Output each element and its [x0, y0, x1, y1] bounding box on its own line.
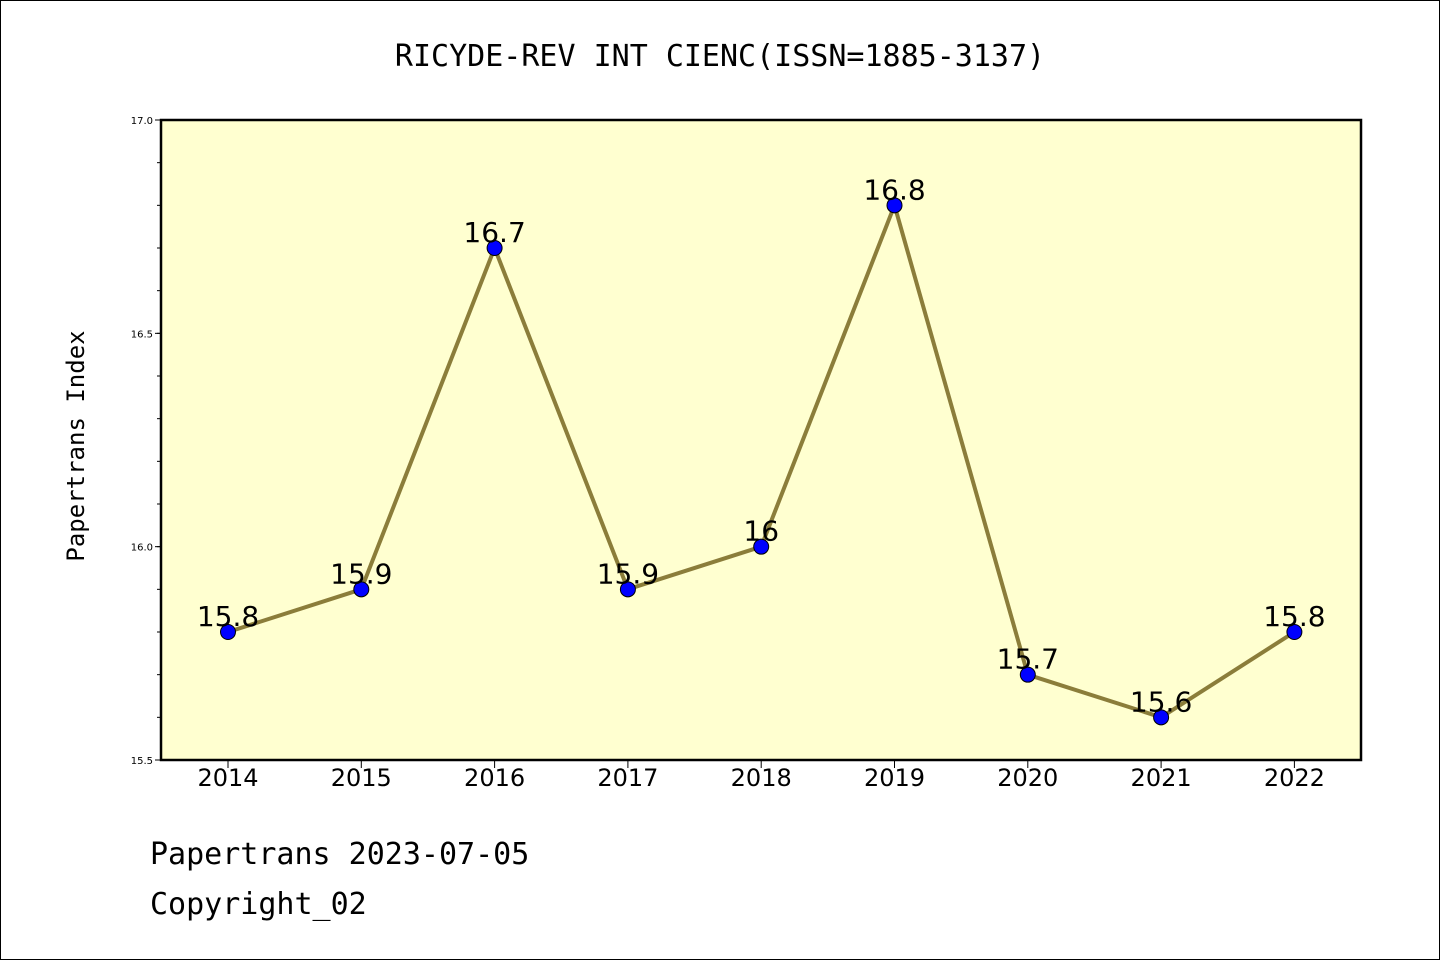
y-tick-label: 16.5 [131, 329, 153, 340]
y-tick-label: 17.0 [131, 116, 153, 127]
footer-copyright: Copyright_02 [150, 887, 367, 922]
data-label: 16.8 [863, 173, 925, 206]
x-tick-label: 2021 [1131, 764, 1192, 792]
x-tick-label: 2020 [997, 764, 1058, 792]
x-axis: 2014 2015 2016 2017 2018 2019 2020 2021 2022 [197, 760, 1325, 792]
data-point [353, 581, 370, 598]
data-point [1019, 666, 1036, 683]
x-tick-label: 2015 [331, 764, 392, 792]
data-point [220, 624, 236, 640]
y-axis: 15.5 16.0 16.5 17.0 [131, 116, 161, 767]
data-point [886, 197, 903, 214]
data-point [619, 581, 636, 598]
data-point [486, 240, 503, 256]
x-tick-label: 2016 [464, 764, 525, 792]
data-point [1286, 624, 1303, 640]
y-tick-label: 16.0 [131, 543, 153, 554]
x-tick-label: 2018 [731, 764, 792, 792]
x-tick-label: 2014 [197, 764, 258, 792]
data-label: 15.9 [597, 557, 659, 590]
data-label: 16 [743, 515, 779, 548]
x-tick-label: 2022 [1264, 764, 1325, 792]
x-tick-label: 2019 [864, 764, 925, 792]
data-label: 15.8 [1263, 600, 1325, 633]
plot-area [159, 118, 1363, 762]
data-label: 15.9 [330, 557, 392, 590]
x-tick-label: 2017 [597, 764, 658, 792]
data-label: 15.7 [997, 643, 1059, 676]
data-label: 15.8 [197, 600, 259, 633]
data-point [753, 538, 770, 555]
footer-date: Papertrans 2023-07-05 [150, 837, 529, 872]
data-labels: 15.8 15.9 16.7 15.9 16 16.8 15.7 15.6 15.8 [197, 173, 1326, 718]
chart-title: RICYDE-REV INT CIENC(ISSN=1885-3137) [395, 39, 1045, 74]
y-tick-label: 15.5 [131, 756, 153, 767]
data-point [1153, 709, 1170, 726]
data-label: 16.7 [463, 216, 525, 249]
y-axis-label: Papertrans Index [62, 330, 90, 561]
data-label: 15.6 [1130, 685, 1192, 718]
data-points [220, 197, 1303, 726]
